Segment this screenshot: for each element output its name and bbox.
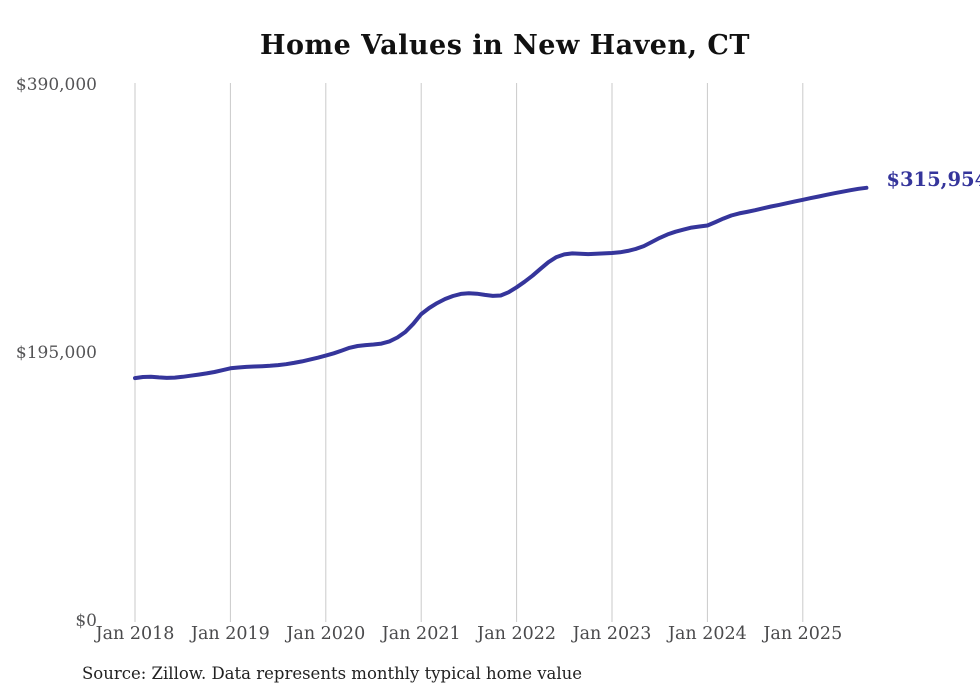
y-tick-390000: $390,000 <box>15 75 97 95</box>
x-tick-jan-2019: Jan 2019 <box>190 624 270 644</box>
chart-title: Home Values in New Haven, CT <box>260 30 750 61</box>
x-tick-jan-2020: Jan 2020 <box>286 624 366 644</box>
x-tick-jan-2018: Jan 2018 <box>95 624 175 644</box>
source-note: Source: Zillow. Data represents monthly … <box>82 664 583 683</box>
x-tick-jan-2023: Jan 2023 <box>572 624 652 644</box>
x-tick-jan-2021: Jan 2021 <box>381 624 461 644</box>
current-value-label: $315,954 <box>886 167 980 191</box>
y-tick-195000: $195,000 <box>15 343 97 363</box>
year-gridlines <box>134 83 804 622</box>
y-tick-0: $0 <box>75 611 97 631</box>
x-tick-jan-2025: Jan 2025 <box>763 624 843 644</box>
x-tick-jan-2022: Jan 2022 <box>477 624 557 644</box>
x-tick-jan-2024: Jan 2024 <box>667 624 747 644</box>
home-value-line <box>133 185 869 381</box>
